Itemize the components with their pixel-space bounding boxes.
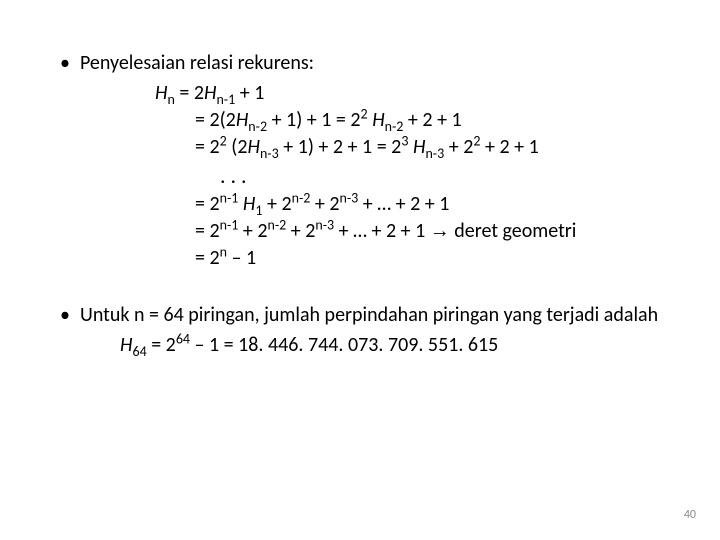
math-line-5: = 2n-1 H1 + 2n-2 + 2n-3 + … + 2 + 1 — [110, 191, 670, 218]
bullet-2: • Untuk n = 64 piringan, jumlah perpinda… — [50, 302, 670, 328]
math-ellipsis: . . . — [110, 161, 670, 191]
bullet-marker: • — [50, 302, 80, 328]
math-line-1: Hn = 2Hn-1 + 1 — [110, 80, 670, 107]
bullet-1: • Penyelesaian relasi rekurens: — [50, 50, 670, 76]
math-line-7: = 2n – 1 — [110, 245, 670, 272]
page-number: 40 — [684, 508, 696, 522]
bullet-2-text: Untuk n = 64 piringan, jumlah perpindaha… — [80, 302, 670, 328]
bullet-marker: • — [50, 50, 80, 76]
math-line-3: = 22 (2Hn-3 + 1) + 2 + 1 = 23 Hn-3 + 22 … — [110, 134, 670, 161]
bullet-1-text: Penyelesaian relasi rekurens: — [80, 50, 670, 76]
arrow-icon: → — [430, 220, 450, 242]
result-line: H64 = 264 – 1 = 18. 446. 744. 073. 709. … — [120, 332, 670, 359]
math-derivation: Hn = 2Hn-1 + 1 = 2(2Hn-2 + 1) + 1 = 22 H… — [110, 80, 670, 272]
math-line-6: = 2n-1 + 2n-2 + 2n-3 + … + 2 + 1 → deret… — [110, 218, 670, 245]
math-line-2: = 2(2Hn-2 + 1) + 1 = 22 Hn-2 + 2 + 1 — [110, 107, 670, 134]
